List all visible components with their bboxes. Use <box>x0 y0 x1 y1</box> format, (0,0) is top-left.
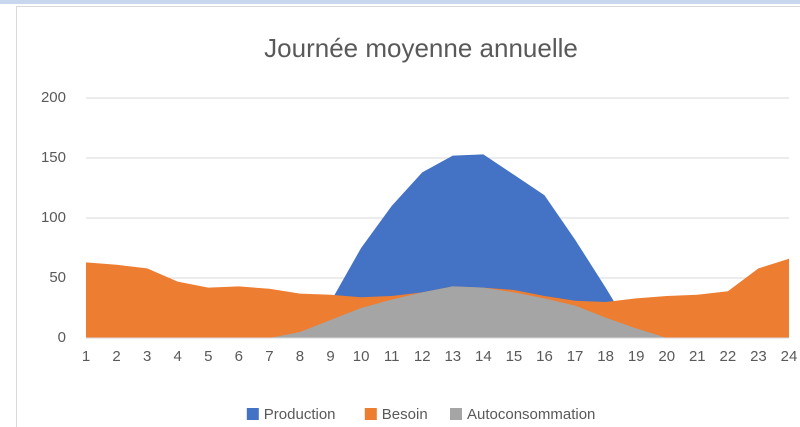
x-tick-label: 14 <box>475 348 492 365</box>
y-tick-label: 100 <box>41 209 66 226</box>
area <box>86 286 789 338</box>
x-tick-label: 21 <box>689 348 706 365</box>
legend-swatch <box>246 408 259 420</box>
x-tick-label: 9 <box>326 348 334 365</box>
y-tick-label: 150 <box>41 149 66 166</box>
x-tick-label: 15 <box>506 348 523 365</box>
legend-swatch <box>364 408 377 420</box>
x-tick-label: 18 <box>597 348 614 365</box>
legend-label: Production <box>264 406 336 423</box>
x-tick-label: 16 <box>536 348 553 365</box>
y-tick-label: 0 <box>58 329 66 346</box>
area <box>86 154 789 338</box>
x-tick-label: 6 <box>235 348 243 365</box>
x-tick-label: 8 <box>296 348 304 365</box>
x-tick-label: 12 <box>414 348 431 365</box>
x-tick-label: 17 <box>567 348 584 365</box>
x-tick-label: 19 <box>628 348 645 365</box>
x-tick-label: 10 <box>353 348 370 365</box>
x-tick-label: 3 <box>143 348 151 365</box>
chart-title: Journée moyenne annuelle <box>264 33 578 63</box>
legend-label: Besoin <box>382 406 428 423</box>
x-tick-label: 23 <box>750 348 767 365</box>
y-tick-label: 200 <box>41 89 66 106</box>
x-tick-label: 24 <box>781 348 798 365</box>
x-tick-label: 13 <box>444 348 461 365</box>
y-tick-label: 50 <box>49 269 66 286</box>
x-tick-label: 2 <box>112 348 120 365</box>
top-strip <box>0 0 800 4</box>
legend-label: Autoconsommation <box>467 406 595 423</box>
x-tick-label: 5 <box>204 348 212 365</box>
x-tick-label: 22 <box>720 348 737 365</box>
x-tick-label: 1 <box>82 348 90 365</box>
x-tick-label: 20 <box>658 348 675 365</box>
x-tick-label: 7 <box>265 348 273 365</box>
legend-swatch <box>450 408 462 420</box>
x-tick-label: 4 <box>174 348 182 365</box>
x-tick-label: 11 <box>384 348 400 365</box>
